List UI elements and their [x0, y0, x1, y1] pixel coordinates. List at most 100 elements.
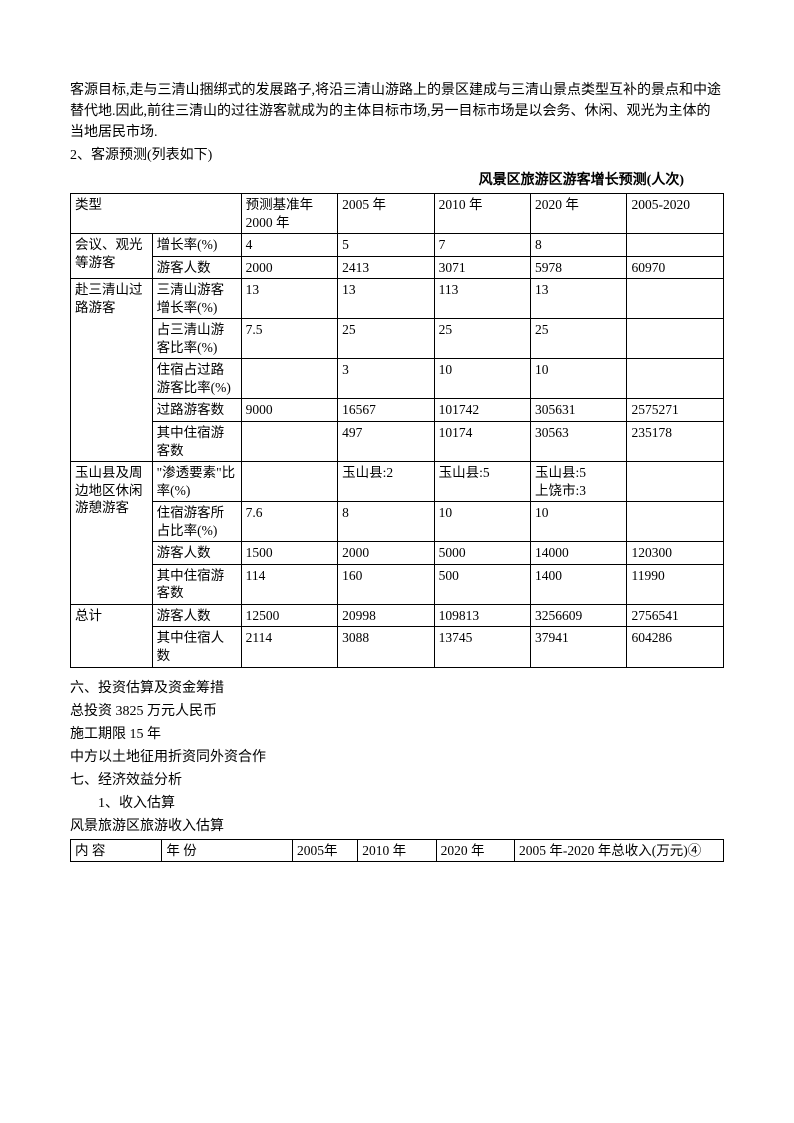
g3r3-label: 游客人数 [152, 542, 241, 565]
cell: 160 [338, 564, 434, 604]
cell: 25 [434, 319, 530, 359]
cell: 10 [531, 359, 627, 399]
cell: 1400 [531, 564, 627, 604]
cell: 玉山县:5 上饶市:3 [531, 462, 627, 502]
cell: 13745 [434, 627, 530, 667]
cell: 16567 [338, 399, 434, 422]
cell [241, 359, 337, 399]
g2r1-label: 三清山游客增长率(%) [152, 279, 241, 319]
cell: 2000 [241, 256, 337, 279]
t2-2020: 2020 年 [436, 839, 514, 862]
cell: 8 [531, 234, 627, 257]
cell [627, 319, 724, 359]
cell: 10 [531, 502, 627, 542]
intro-p2: 2、客源预测(列表如下) [70, 145, 724, 166]
cell: 2413 [338, 256, 434, 279]
cell: 3088 [338, 627, 434, 667]
g1-label: 会议、观光等游客 [71, 234, 153, 279]
cell [627, 462, 724, 502]
cell: 13 [338, 279, 434, 319]
t2-2005: 2005年 [293, 839, 358, 862]
cell: 60970 [627, 256, 724, 279]
t2-2010: 2010 年 [358, 839, 436, 862]
cell: 2756541 [627, 604, 724, 627]
cell: 14000 [531, 542, 627, 565]
cell: 7 [434, 234, 530, 257]
g3-label: 玉山县及周边地区休闲游憩游客 [71, 462, 153, 605]
cell: 113 [434, 279, 530, 319]
cell: 25 [338, 319, 434, 359]
sub-1: 1、收入估算 [70, 793, 724, 814]
cell: 109813 [434, 604, 530, 627]
investment: 总投资 3825 万元人民币 [70, 701, 724, 722]
income-title: 风景旅游区旅游收入估算 [70, 816, 724, 837]
cell [627, 359, 724, 399]
g1r1-label: 增长率(%) [152, 234, 241, 257]
forecast-table: 类型 预测基准年 2000 年 2005 年 2010 年 2020 年 200… [70, 193, 724, 668]
th-2010: 2010 年 [434, 194, 530, 234]
cell: 10 [434, 359, 530, 399]
cell: 11990 [627, 564, 724, 604]
cell: 101742 [434, 399, 530, 422]
cell: 10 [434, 502, 530, 542]
cell: 1500 [241, 542, 337, 565]
cell [627, 279, 724, 319]
cell: 497 [338, 422, 434, 462]
cell: 2114 [241, 627, 337, 667]
th-range: 2005-2020 [627, 194, 724, 234]
cell: 30563 [531, 422, 627, 462]
cell: 4 [241, 234, 337, 257]
cell [241, 462, 337, 502]
t2-total: 2005 年-2020 年总收入(万元)④ [515, 839, 724, 862]
cell [627, 502, 724, 542]
cell: 7.5 [241, 319, 337, 359]
th-2020: 2020 年 [531, 194, 627, 234]
g2r4-label: 过路游客数 [152, 399, 241, 422]
g2r3-label: 住宿占过路游客比率(%) [152, 359, 241, 399]
cell: 3 [338, 359, 434, 399]
g3r2-label: 住宿游客所占比率(%) [152, 502, 241, 542]
cell: 2575271 [627, 399, 724, 422]
cell: 7.6 [241, 502, 337, 542]
cell: 3256609 [531, 604, 627, 627]
g2r5-label: 其中住宿游客数 [152, 422, 241, 462]
cell: 5 [338, 234, 434, 257]
section-6: 六、投资估算及资金筹措 [70, 678, 724, 699]
cell: 25 [531, 319, 627, 359]
cell: 20998 [338, 604, 434, 627]
g3r1-label: "渗透要素"比率(%) [152, 462, 241, 502]
intro-paragraph: 客源目标,走与三清山捆绑式的发展路子,将沿三清山游路上的景区建成与三清山景点类型… [70, 80, 724, 143]
cell: 玉山县:2 [338, 462, 434, 502]
cell: 玉山县:5 [434, 462, 530, 502]
th-type: 类型 [71, 194, 242, 234]
cell: 8 [338, 502, 434, 542]
cell: 37941 [531, 627, 627, 667]
coop: 中方以土地征用折资同外资合作 [70, 747, 724, 768]
g1r2-label: 游客人数 [152, 256, 241, 279]
cell: 114 [241, 564, 337, 604]
table1-title: 风景区旅游区游客增长预测(人次) [70, 170, 724, 191]
g4r2-label: 其中住宿人数 [152, 627, 241, 667]
g4-label: 总计 [71, 604, 153, 667]
cell: 500 [434, 564, 530, 604]
cell: 9000 [241, 399, 337, 422]
cell: 5978 [531, 256, 627, 279]
th-base: 预测基准年 2000 年 [241, 194, 337, 234]
cell: 5000 [434, 542, 530, 565]
period: 施工期限 15 年 [70, 724, 724, 745]
t2-content: 内 容 [71, 839, 162, 862]
section-7: 七、经济效益分析 [70, 770, 724, 791]
cell: 604286 [627, 627, 724, 667]
cell: 13 [531, 279, 627, 319]
g3r4-label: 其中住宿游客数 [152, 564, 241, 604]
cell: 2000 [338, 542, 434, 565]
th-2005: 2005 年 [338, 194, 434, 234]
cell: 12500 [241, 604, 337, 627]
cell: 3071 [434, 256, 530, 279]
g2-label: 赴三清山过路游客 [71, 279, 153, 462]
cell: 13 [241, 279, 337, 319]
cell: 120300 [627, 542, 724, 565]
income-table: 内 容 年 份 2005年 2010 年 2020 年 2005 年-2020 … [70, 839, 724, 863]
cell [627, 234, 724, 257]
cell: 305631 [531, 399, 627, 422]
